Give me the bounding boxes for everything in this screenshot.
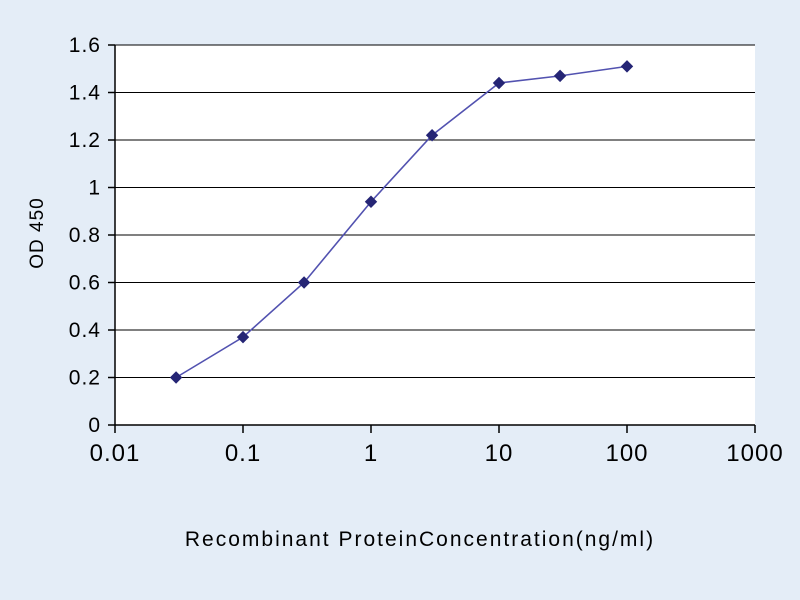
x-tick-label: 1000 bbox=[726, 440, 783, 467]
data-point-marker bbox=[297, 276, 311, 289]
data-point-marker bbox=[236, 330, 250, 344]
data-point-marker bbox=[620, 60, 634, 73]
y-tick-label: 0.2 bbox=[69, 367, 101, 390]
y-tick-label: 0 bbox=[88, 414, 101, 437]
y-tick-label: 0.6 bbox=[69, 272, 101, 295]
y-tick-label: 1 bbox=[88, 177, 101, 200]
y-tick-label: 1.6 bbox=[69, 34, 101, 57]
data-line bbox=[175, 65, 628, 379]
y-axis-title: OD 450 bbox=[27, 197, 48, 269]
x-tick-label: 1 bbox=[364, 440, 378, 467]
data-point-marker bbox=[425, 129, 439, 142]
data-point-marker bbox=[169, 371, 183, 384]
y-tick-label: 1.2 bbox=[69, 129, 101, 152]
x-tick-label: 10 bbox=[485, 440, 514, 467]
y-tick-label: 0.8 bbox=[69, 224, 101, 247]
x-axis-title: Recombinant ProteinConcentration(ng/ml) bbox=[184, 528, 656, 551]
x-tick-label: 0.1 bbox=[225, 440, 261, 467]
data-point-marker bbox=[492, 76, 506, 90]
y-tick-label: 1.4 bbox=[69, 82, 101, 105]
x-tick-label: 100 bbox=[605, 440, 648, 467]
data-point-marker bbox=[364, 195, 378, 208]
data-point-marker bbox=[553, 69, 567, 83]
y-tick-label: 0.4 bbox=[69, 319, 101, 342]
x-tick-label: 0.01 bbox=[90, 440, 141, 467]
